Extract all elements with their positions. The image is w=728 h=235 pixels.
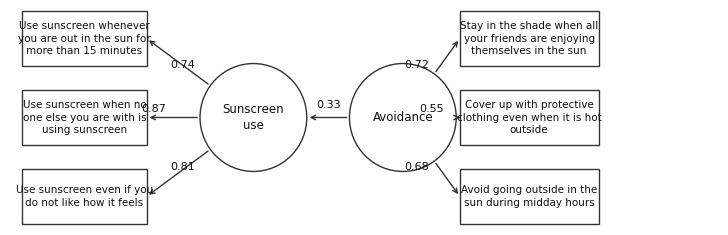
- FancyBboxPatch shape: [460, 11, 598, 67]
- Text: 0.55: 0.55: [419, 104, 443, 114]
- Text: 0.33: 0.33: [316, 100, 341, 110]
- Ellipse shape: [349, 63, 456, 172]
- Text: Stay in the shade when all
your friends are enjoying
themselves in the sun: Stay in the shade when all your friends …: [460, 21, 598, 56]
- Text: Use sunscreen when no
one else you are with is
using sunscreen: Use sunscreen when no one else you are w…: [23, 100, 146, 135]
- Ellipse shape: [200, 63, 306, 172]
- Text: 0.74: 0.74: [170, 60, 194, 70]
- FancyBboxPatch shape: [460, 168, 598, 224]
- Text: Avoidance: Avoidance: [373, 111, 433, 124]
- Text: Avoid going outside in the
sun during midday hours: Avoid going outside in the sun during mi…: [461, 185, 597, 208]
- FancyBboxPatch shape: [22, 168, 146, 224]
- Text: Cover up with protective
clothing even when it is hot
outside: Cover up with protective clothing even w…: [456, 100, 601, 135]
- FancyBboxPatch shape: [460, 90, 598, 145]
- Text: 0.72: 0.72: [405, 60, 430, 70]
- FancyBboxPatch shape: [22, 90, 146, 145]
- Text: 0.81: 0.81: [170, 162, 194, 172]
- FancyBboxPatch shape: [22, 11, 146, 67]
- Text: Use sunscreen whenever
you are out in the sun for
more than 15 minutes: Use sunscreen whenever you are out in th…: [18, 21, 151, 56]
- Text: 0.68: 0.68: [405, 162, 430, 172]
- Text: Sunscreen
use: Sunscreen use: [223, 103, 284, 132]
- Text: Use sunscreen even if you
do not like how it feels: Use sunscreen even if you do not like ho…: [16, 185, 153, 208]
- Text: 0.87: 0.87: [141, 104, 166, 114]
